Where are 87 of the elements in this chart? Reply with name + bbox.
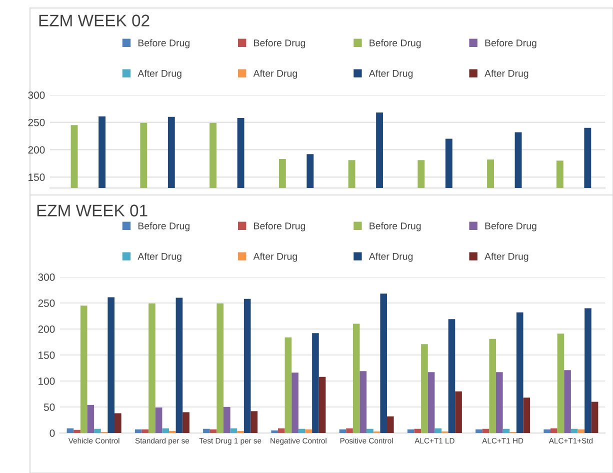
bar — [380, 294, 387, 433]
legend-label: Before Drug — [254, 39, 306, 48]
bar — [476, 429, 482, 433]
y-tick-label: 50 — [44, 404, 55, 411]
legend-label: After Drug — [138, 252, 182, 262]
bar — [292, 372, 298, 433]
bar — [516, 312, 524, 433]
bar — [387, 416, 394, 433]
y-tick-label: 0 — [50, 430, 55, 437]
y-tick-label: 100 — [38, 378, 55, 385]
legend-label: After Drug — [253, 252, 297, 262]
bar — [346, 428, 353, 433]
bar — [305, 429, 312, 433]
bar — [80, 306, 88, 433]
bar — [414, 428, 422, 433]
bar — [502, 428, 510, 433]
bar — [578, 429, 585, 433]
bar — [148, 304, 156, 433]
legend-label: Before Drug — [485, 39, 536, 48]
y-tick-label: 200 — [38, 326, 55, 333]
bar — [74, 430, 80, 433]
bar — [544, 429, 550, 433]
legend-label: After Drug — [138, 70, 182, 79]
legend-label: After Drug — [368, 70, 413, 79]
y-tick-label: 200 — [28, 146, 45, 154]
bar — [142, 429, 149, 433]
bar — [489, 338, 496, 433]
legend-label: Before Drug — [254, 222, 306, 232]
legend-label: Before Drug — [370, 39, 421, 48]
bar — [564, 370, 571, 433]
bar — [318, 376, 326, 433]
bar — [421, 344, 428, 433]
y-tick-label: 150 — [38, 352, 55, 359]
y-tick-label: 300 — [38, 274, 55, 281]
bar — [210, 429, 217, 433]
bar — [216, 304, 224, 433]
legend-label: After Drug — [484, 252, 528, 262]
y-tick-label: 250 — [28, 118, 45, 126]
bar — [339, 429, 346, 433]
legend-label: Before Drug — [138, 39, 190, 48]
bar — [352, 324, 360, 433]
bar — [182, 412, 190, 433]
bar — [271, 430, 278, 433]
bar — [244, 298, 251, 433]
bar — [312, 333, 319, 433]
bar — [114, 413, 122, 433]
chart-title: EZM WEEK 01 — [37, 204, 148, 216]
bar — [94, 428, 101, 433]
bar — [591, 402, 598, 433]
bar — [570, 428, 578, 433]
bar — [482, 428, 490, 433]
bar — [108, 297, 114, 433]
bar — [162, 428, 169, 433]
legend-label: After Drug — [368, 252, 413, 262]
bar — [428, 372, 435, 433]
bar — [407, 429, 414, 433]
bar — [284, 337, 292, 433]
bar — [203, 428, 210, 433]
legend-label: Before Drug — [370, 222, 421, 232]
bar — [176, 298, 183, 433]
bar — [455, 391, 462, 433]
legend-label: After Drug — [484, 70, 528, 79]
bar — [434, 428, 442, 433]
legend-label: Before Drug — [485, 222, 536, 232]
bar — [360, 371, 367, 433]
legend-label: After Drug — [253, 70, 297, 79]
bar — [448, 319, 456, 433]
bar — [278, 428, 285, 433]
chart-title: EZM WEEK 02 — [39, 14, 150, 26]
legend-label: Before Drug — [138, 222, 190, 232]
bar — [584, 308, 592, 433]
bar — [298, 428, 306, 433]
bar — [230, 428, 238, 433]
bar — [250, 411, 258, 433]
bar — [366, 428, 374, 433]
bar — [523, 398, 530, 433]
y-tick-label: 300 — [28, 92, 45, 99]
bar — [155, 408, 162, 433]
bar — [550, 428, 558, 433]
bar — [557, 334, 564, 433]
bar — [134, 429, 142, 433]
bar — [224, 407, 230, 433]
bar — [87, 404, 94, 433]
bar — [496, 372, 503, 433]
y-tick-label: 250 — [38, 300, 55, 307]
bar — [66, 428, 74, 433]
y-tick-label: 150 — [28, 174, 45, 181]
